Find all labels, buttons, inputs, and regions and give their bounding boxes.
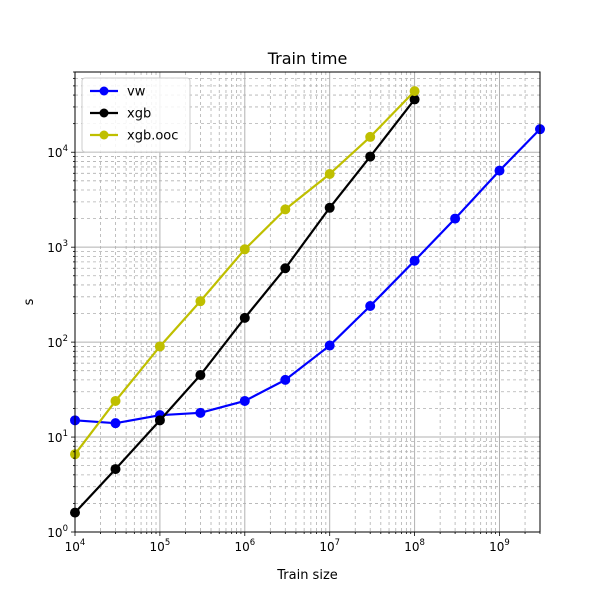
data-point (409, 86, 420, 97)
data-point (195, 370, 206, 381)
series-xgb-ooc (70, 86, 420, 460)
legend-label: vw (127, 85, 146, 100)
data-point (409, 255, 420, 266)
y-tick-label: 101 (47, 429, 68, 445)
legend-marker (99, 108, 109, 118)
data-point (365, 131, 376, 142)
x-tick-label: 109 (489, 538, 510, 554)
data-point (239, 244, 250, 255)
y-tick-label: 100 (47, 524, 68, 540)
chart-title: Train time (267, 49, 348, 68)
data-point (195, 296, 206, 307)
y-tick-label: 103 (47, 239, 68, 255)
legend-box (81, 77, 191, 153)
series-line (74, 128, 541, 425)
data-point (365, 301, 376, 312)
y-axis-label: s (22, 298, 37, 305)
data-point (110, 395, 121, 406)
data-point (195, 407, 206, 418)
legend-label: xgb (127, 107, 151, 122)
data-point (239, 312, 250, 323)
data-point (494, 165, 505, 176)
x-tick-label: 106 (234, 538, 255, 554)
legend-item: xgb.ooc (90, 129, 178, 144)
data-point (450, 213, 461, 224)
data-point (365, 151, 376, 162)
legend: vw xgb xgb.ooc (81, 77, 191, 153)
x-tick-label: 105 (150, 538, 171, 554)
data-point (239, 395, 250, 406)
data-point (324, 340, 335, 351)
legend-label: xgb.ooc (127, 129, 178, 144)
plot-frame (74, 71, 541, 533)
data-point (324, 202, 335, 213)
y-tick-label: 104 (47, 144, 68, 160)
x-tick-label: 107 (319, 538, 340, 554)
legend-item: vw (90, 85, 146, 100)
data-point (324, 168, 335, 179)
tick-layer: 104 105 106 107 108 109 100 101 102 103 104 (47, 71, 541, 554)
series-layer (70, 86, 545, 518)
x-tick-label: 104 (65, 538, 86, 554)
y-tick-label: 102 (47, 334, 68, 350)
legend-marker (99, 86, 109, 96)
data-point (110, 464, 121, 475)
data-point (110, 418, 121, 429)
x-axis-label: Train size (276, 568, 338, 583)
data-point (280, 374, 291, 385)
legend-marker (99, 130, 109, 140)
data-point (154, 341, 165, 352)
data-point (280, 263, 291, 274)
x-tick-label: 108 (404, 538, 425, 554)
data-point (280, 204, 291, 215)
series-xgb (70, 94, 420, 518)
data-point (154, 415, 165, 426)
data-point (409, 94, 420, 105)
legend-item: xgb (90, 107, 151, 122)
